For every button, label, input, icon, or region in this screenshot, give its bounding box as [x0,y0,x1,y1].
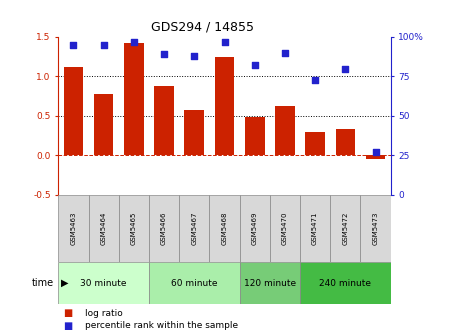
Text: GSM5473: GSM5473 [373,212,379,245]
Point [342,66,349,71]
Bar [154,86,174,155]
Text: 240 minute: 240 minute [319,279,371,288]
Text: percentile rank within the sample: percentile rank within the sample [85,322,238,330]
Bar [275,107,295,155]
Bar [149,195,179,262]
Bar [88,195,119,262]
Text: time: time [32,278,54,288]
Point [372,150,379,155]
Point [160,52,167,57]
Text: GSM5469: GSM5469 [252,212,258,245]
Point [282,50,289,55]
Bar [185,110,204,155]
Point [130,39,137,44]
Point [100,42,107,48]
Text: ▶: ▶ [61,278,68,288]
Bar [179,195,209,262]
Bar [64,67,84,155]
Text: GSM5472: GSM5472 [342,212,348,245]
Text: GSM5463: GSM5463 [70,212,76,245]
Point [221,39,228,44]
Text: 120 minute: 120 minute [244,279,296,288]
Bar [149,262,240,304]
Text: log ratio: log ratio [85,309,123,318]
Bar [330,195,361,262]
Bar [240,195,270,262]
Bar [240,262,300,304]
Text: ■: ■ [63,308,72,318]
Bar [361,195,391,262]
Bar [300,195,330,262]
Bar [94,94,114,155]
Bar [305,132,325,155]
Text: GSM5465: GSM5465 [131,212,137,245]
Text: GSM5468: GSM5468 [221,212,228,245]
Bar [366,155,385,159]
Text: 60 minute: 60 minute [171,279,218,288]
Bar [300,262,391,304]
Bar [124,43,144,155]
Bar [245,118,264,155]
Point [191,53,198,58]
Bar [270,195,300,262]
Text: ■: ■ [63,321,72,331]
Text: GSM5470: GSM5470 [282,212,288,245]
Point [70,42,77,48]
Text: 30 minute: 30 minute [80,279,127,288]
Bar [58,262,149,304]
Text: GSM5467: GSM5467 [191,212,197,245]
Bar [335,129,355,155]
Point [251,63,258,68]
Point [312,77,319,82]
Text: GDS294 / 14855: GDS294 / 14855 [150,20,254,34]
Bar [119,195,149,262]
Text: GSM5464: GSM5464 [101,212,107,245]
Text: GSM5471: GSM5471 [312,212,318,245]
Bar [58,195,88,262]
Bar [209,195,240,262]
Bar [215,57,234,155]
Text: GSM5466: GSM5466 [161,212,167,245]
